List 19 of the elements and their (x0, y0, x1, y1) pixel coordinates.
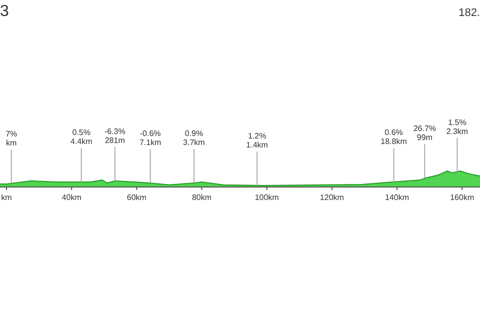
annotation: 7% km (6, 129, 18, 148)
x-tick-label: 160km (450, 193, 474, 202)
text: 182. (458, 7, 480, 19)
x-tick-label: 80km (192, 193, 212, 202)
annotation: 0.9% 3.7km (183, 129, 206, 147)
annotation: -6.3% 281m (104, 126, 126, 145)
annotation: 0.6% 18.8km (380, 128, 408, 146)
annotation: 1.5% 2.3km (446, 118, 468, 136)
x-tick-label: km (1, 193, 12, 202)
annotation: 1.2% 1.4km (246, 132, 268, 150)
x-tick-label: 40km (62, 193, 82, 202)
x-tick-label: 140km (385, 193, 410, 202)
x-tick-label: 100km (254, 193, 280, 202)
annotation: 26.7% 99m (413, 124, 436, 142)
x-tick-label: 120km (320, 193, 344, 202)
annotation: 0.5% 4.4km (70, 128, 93, 146)
chart-title: 3 (0, 3, 9, 20)
annotation: -0.6% 7.1km (139, 129, 162, 147)
x-tick-label: 60km (126, 193, 147, 202)
